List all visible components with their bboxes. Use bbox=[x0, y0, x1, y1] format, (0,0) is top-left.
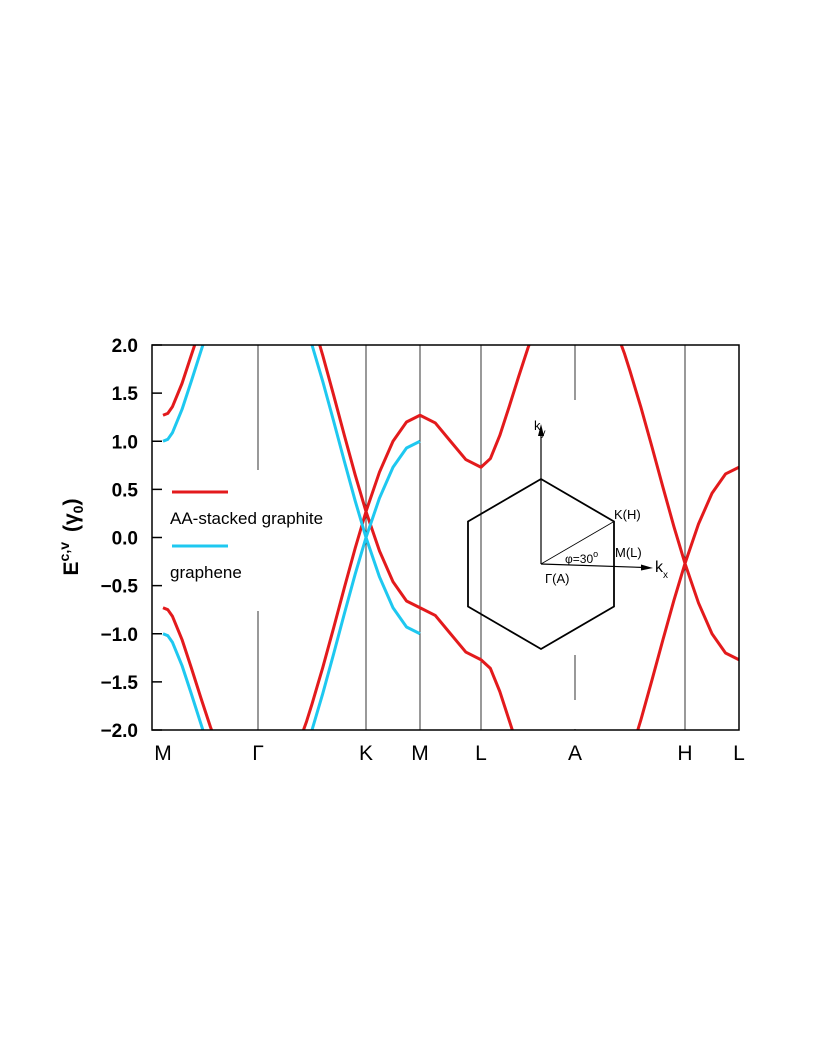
y-tick-label: 2.0 bbox=[112, 336, 138, 357]
x-tick-label: L bbox=[733, 742, 745, 765]
y-tick-label: −1.0 bbox=[100, 625, 138, 646]
k-point-label: K(H) bbox=[614, 507, 641, 522]
mask bbox=[569, 400, 581, 655]
x-tick-label: L bbox=[475, 742, 487, 765]
y-tick-label: −1.5 bbox=[100, 673, 138, 694]
x-tick-label: A bbox=[568, 742, 582, 765]
ky-sub: y bbox=[541, 428, 546, 439]
x-tick-label: Γ bbox=[252, 742, 264, 765]
kx-axis bbox=[540, 563, 646, 569]
grid bbox=[152, 344, 686, 731]
kx-base: k bbox=[655, 559, 664, 576]
arrow-head bbox=[538, 424, 544, 436]
labels: Ec,v(γ0) ky kx K(H) M(L) Γ(A) φ=30o 2.01… bbox=[56, 336, 745, 765]
x-tick-label: M bbox=[154, 742, 172, 765]
y-tick-label: 0.5 bbox=[112, 480, 139, 501]
x-tick-label: K bbox=[359, 742, 373, 765]
phi-label: φ=30o bbox=[565, 549, 598, 566]
y-tick-label: 1.5 bbox=[112, 384, 139, 405]
inset-diagram bbox=[467, 424, 653, 651]
masks bbox=[252, 400, 581, 729]
mask bbox=[252, 470, 264, 611]
phi-base: φ=30 bbox=[565, 552, 593, 566]
y-label-sub: 0 bbox=[70, 505, 86, 513]
y-label-close: ) bbox=[60, 499, 83, 506]
plot-frame bbox=[151, 344, 740, 731]
gamma-point-label: Γ(A) bbox=[545, 571, 570, 586]
y-axis-label: Ec,v (γ0) bbox=[56, 499, 86, 576]
kx-sub: x bbox=[663, 570, 668, 581]
kx-label: kx bbox=[655, 559, 668, 581]
phi-sup: o bbox=[593, 549, 598, 559]
ky-base: k bbox=[534, 418, 541, 433]
band-line bbox=[162, 344, 421, 731]
mask bbox=[569, 700, 581, 729]
x-tick-label: M bbox=[411, 742, 429, 765]
y-tick-label: −2.0 bbox=[100, 721, 138, 742]
m-point-label: M(L) bbox=[615, 545, 642, 560]
legend-label: graphene bbox=[170, 563, 242, 582]
curves bbox=[162, 344, 740, 731]
arrow-head bbox=[641, 564, 653, 571]
y-tick-label: 1.0 bbox=[112, 432, 138, 453]
y-label-sup: c,v bbox=[56, 542, 72, 562]
y-label-paren: (γ bbox=[60, 513, 83, 532]
y-tick-label: −0.5 bbox=[100, 577, 138, 598]
ky-label: ky bbox=[534, 418, 546, 439]
legend-label: AA-stacked graphite bbox=[170, 509, 323, 528]
y-label-base: E bbox=[60, 561, 83, 575]
y-tick-label: 0.0 bbox=[112, 529, 138, 550]
x-tick-label: H bbox=[677, 742, 692, 765]
band-line bbox=[162, 344, 740, 731]
gamma-k-line bbox=[540, 521, 615, 565]
